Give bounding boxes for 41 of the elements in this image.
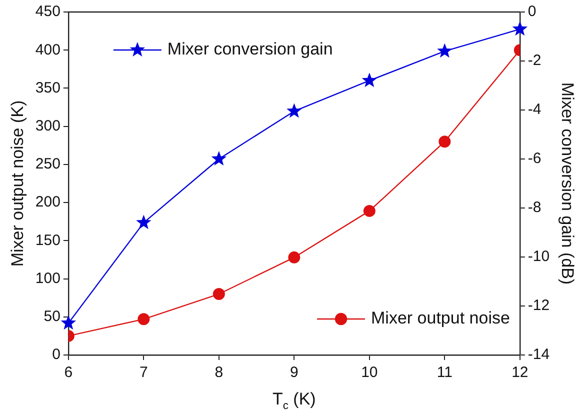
point bbox=[362, 72, 378, 88]
x-tick-label: 11 bbox=[436, 364, 452, 382]
legend-label: Mixer conversion gain bbox=[167, 40, 333, 59]
y2-tick-label: -2 bbox=[528, 52, 542, 70]
point bbox=[512, 21, 528, 36]
point bbox=[212, 288, 225, 300]
y-tick-label: 450 bbox=[35, 3, 60, 20]
y2-tick-label: -14 bbox=[528, 346, 550, 364]
y-axis-title: Mixer output noise (K) bbox=[8, 100, 27, 267]
point bbox=[288, 251, 300, 264]
y2-tick-label: -8 bbox=[528, 199, 542, 216]
x-tick-label: 9 bbox=[290, 364, 298, 382]
y2-tick-label: -10 bbox=[528, 248, 550, 266]
y-tick-label: 250 bbox=[35, 156, 60, 173]
y-tick-label: 50 bbox=[44, 308, 60, 326]
point bbox=[438, 136, 451, 148]
x-tick-label: 6 bbox=[64, 364, 73, 382]
x-tick-label: 8 bbox=[214, 364, 224, 382]
y-tick-label: 100 bbox=[35, 270, 60, 287]
y2-tick-label: -6 bbox=[528, 150, 542, 168]
y-tick-label: 400 bbox=[35, 41, 60, 58]
y-tick-label: 200 bbox=[35, 194, 60, 211]
x-tick-label: 10 bbox=[361, 364, 378, 382]
y2-tick-label: -4 bbox=[528, 101, 542, 118]
y-tick-label: 0 bbox=[52, 346, 60, 364]
y2-tick-label: 0 bbox=[528, 3, 536, 20]
point bbox=[211, 151, 227, 166]
point bbox=[437, 43, 452, 58]
y-tick-label: 350 bbox=[35, 79, 60, 96]
point bbox=[138, 313, 150, 326]
y-tick-label: 150 bbox=[35, 232, 60, 249]
point bbox=[286, 103, 302, 118]
point bbox=[136, 214, 152, 230]
y-tick-label: 300 bbox=[35, 117, 60, 134]
y2-axis-title: Mixer conversion gain (dB) bbox=[558, 82, 578, 285]
point bbox=[363, 204, 376, 217]
legend-label: Mixer output noise bbox=[371, 308, 510, 328]
point bbox=[60, 315, 76, 330]
x-tick-label: 12 bbox=[512, 364, 528, 382]
y2-tick-label: -12 bbox=[528, 297, 550, 314]
x-tick-label: 7 bbox=[140, 364, 148, 382]
